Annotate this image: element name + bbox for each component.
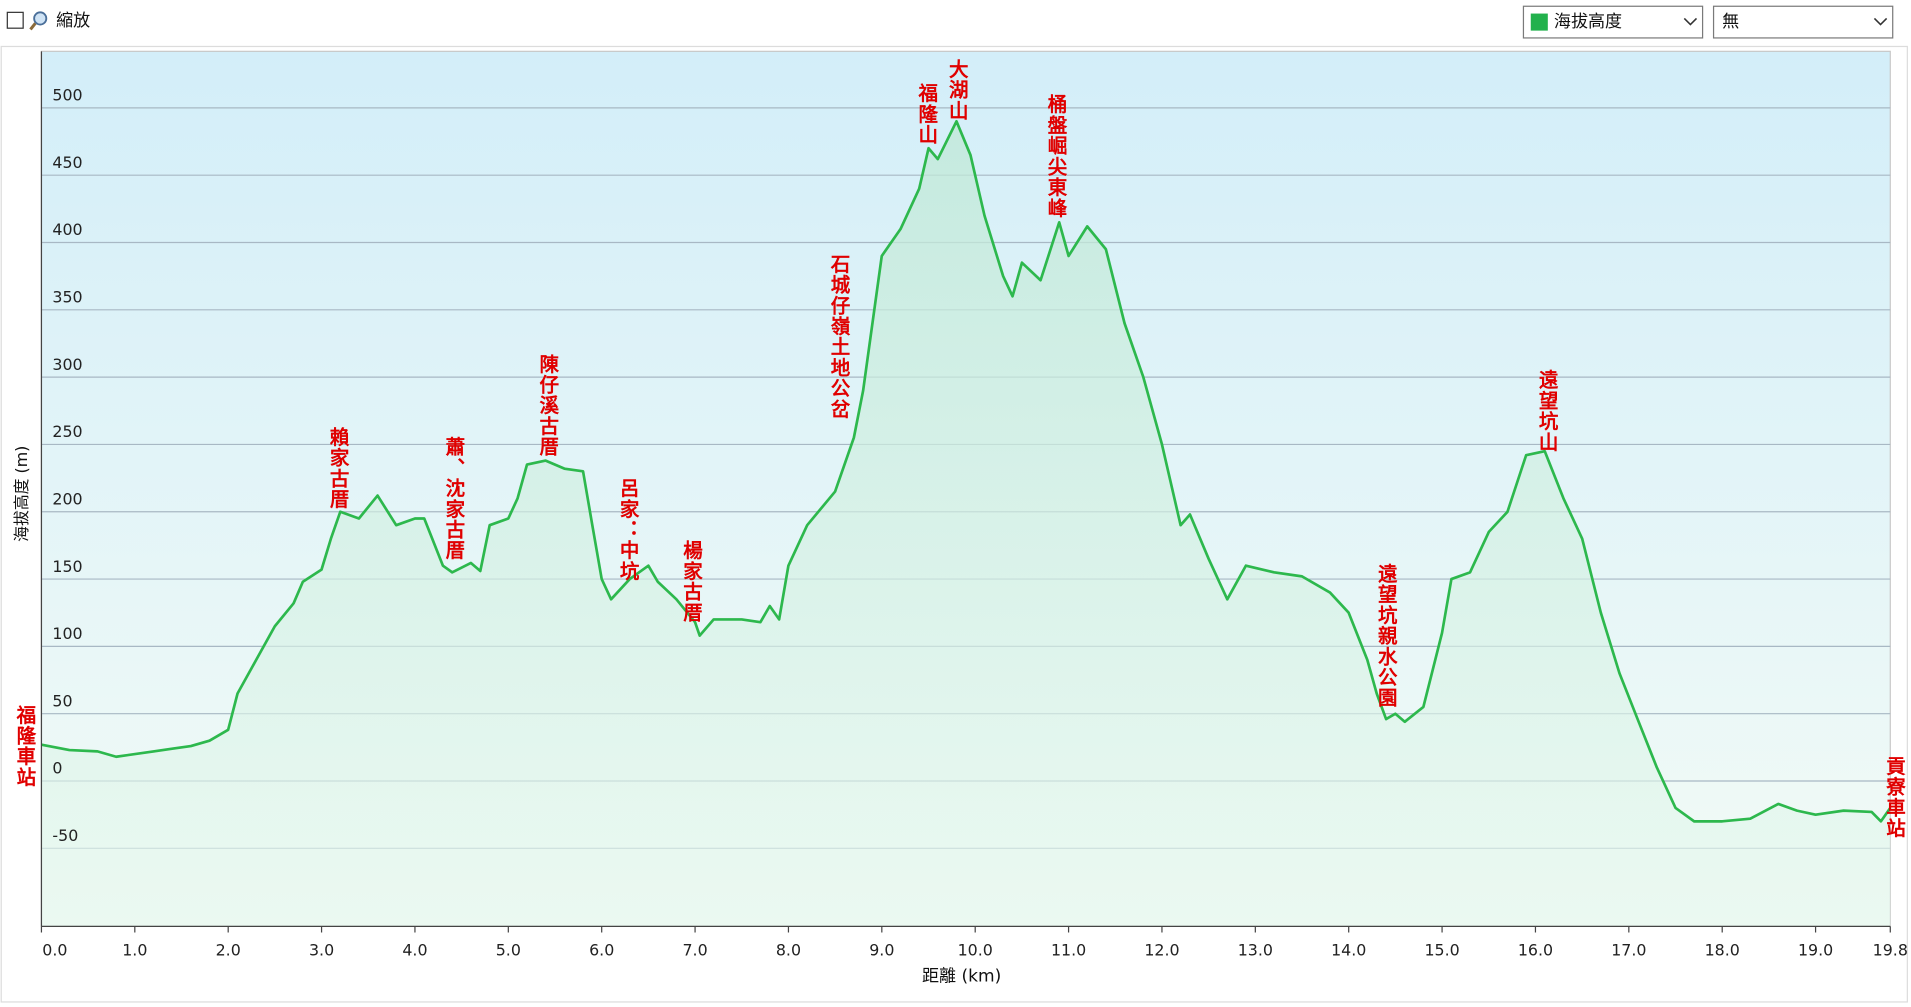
zoom-checkbox[interactable] <box>6 11 24 29</box>
area-fill <box>41 121 1891 927</box>
x-tick-label: 13.0 <box>1238 941 1273 960</box>
x-tick-label: 9.0 <box>869 941 894 960</box>
elevation-line <box>41 119 1892 823</box>
annotation: 蕭、沈家古厝 <box>442 436 465 561</box>
x-tick-label: 19.0 <box>1798 941 1833 960</box>
annotation: 貢寮車站 <box>1882 756 1906 839</box>
x-tick-label: 1.0 <box>122 941 147 960</box>
y-axis-title: 海拔高度 (m) <box>12 446 31 542</box>
chart-frame <box>0 45 1908 1003</box>
x-tick-label: 3.0 <box>309 941 334 960</box>
y-tick-label: 0 <box>52 759 62 778</box>
y-tick-label: 350 <box>52 288 82 307</box>
zoom-label[interactable]: 縮放 <box>56 11 90 31</box>
x-axis-title: 距離 (km) <box>922 966 1001 986</box>
overlay-select[interactable]: 無 <box>1712 5 1894 39</box>
x-tick-label: 6.0 <box>589 941 614 960</box>
y-tick-label: 200 <box>52 489 82 508</box>
x-tick-label: 17.0 <box>1611 941 1646 960</box>
y-tick-label: -50 <box>52 826 78 845</box>
x-tick-label: 2.0 <box>216 941 241 960</box>
annotation: 遠望坑親水公園 <box>1374 562 1397 708</box>
x-tick-label: 8.0 <box>776 941 801 960</box>
overlay-select-text[interactable]: 無 <box>1722 12 1739 32</box>
annotation: 賴家古厝 <box>326 426 349 510</box>
annotation: 福隆車站 <box>13 704 37 788</box>
x-tick-label: 4.0 <box>402 941 427 960</box>
y-tick-label: 250 <box>52 422 82 441</box>
magnifier-icon <box>29 11 48 31</box>
x-tick-label: 15.0 <box>1424 941 1459 960</box>
x-tick-label: 10.0 <box>958 941 993 960</box>
series-select[interactable]: 海拔高度 <box>1522 5 1704 39</box>
annotation: 遠望坑山 <box>1535 369 1558 453</box>
x-tick-label: 5.0 <box>496 941 521 960</box>
y-tick-label: 100 <box>52 624 82 643</box>
y-tick-label: 450 <box>52 153 82 172</box>
x-tick-label: 14.0 <box>1331 941 1366 960</box>
y-tick-label: 500 <box>52 86 82 105</box>
x-tick-label: 19.8 <box>1873 941 1908 960</box>
x-tick-label: 11.0 <box>1051 941 1086 960</box>
annotation: 石城仔嶺土地公岔 <box>827 254 851 420</box>
x-tick-label: 18.0 <box>1705 941 1740 960</box>
x-tick-label: 7.0 <box>682 941 707 960</box>
x-tick-label: 0.0 <box>42 941 67 960</box>
annotation: 桶盤崛尖東峰 <box>1044 93 1067 218</box>
annotation: 陳仔溪古厝 <box>536 354 559 458</box>
annotation: 大湖山 <box>945 58 968 121</box>
y-tick-label: 300 <box>52 355 82 374</box>
y-tick-label: 50 <box>52 691 72 710</box>
y-tick-label: 150 <box>52 557 82 576</box>
y-tick-label: 400 <box>52 220 82 239</box>
annotation: 楊家古厝 <box>680 539 703 623</box>
annotation: 呂家：中坑 <box>616 478 639 582</box>
annotation: 福隆山 <box>915 82 939 145</box>
x-tick-label: 12.0 <box>1144 941 1179 960</box>
x-tick-label: 16.0 <box>1518 941 1553 960</box>
series-select-text[interactable]: 海拔高度 <box>1554 12 1622 32</box>
